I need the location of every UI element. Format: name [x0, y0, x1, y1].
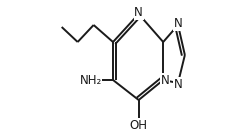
Text: N: N [174, 17, 182, 30]
Text: N: N [134, 6, 143, 19]
Text: NH₂: NH₂ [79, 74, 102, 87]
Text: N: N [160, 74, 169, 87]
Text: N: N [174, 78, 182, 91]
Text: OH: OH [130, 119, 148, 132]
